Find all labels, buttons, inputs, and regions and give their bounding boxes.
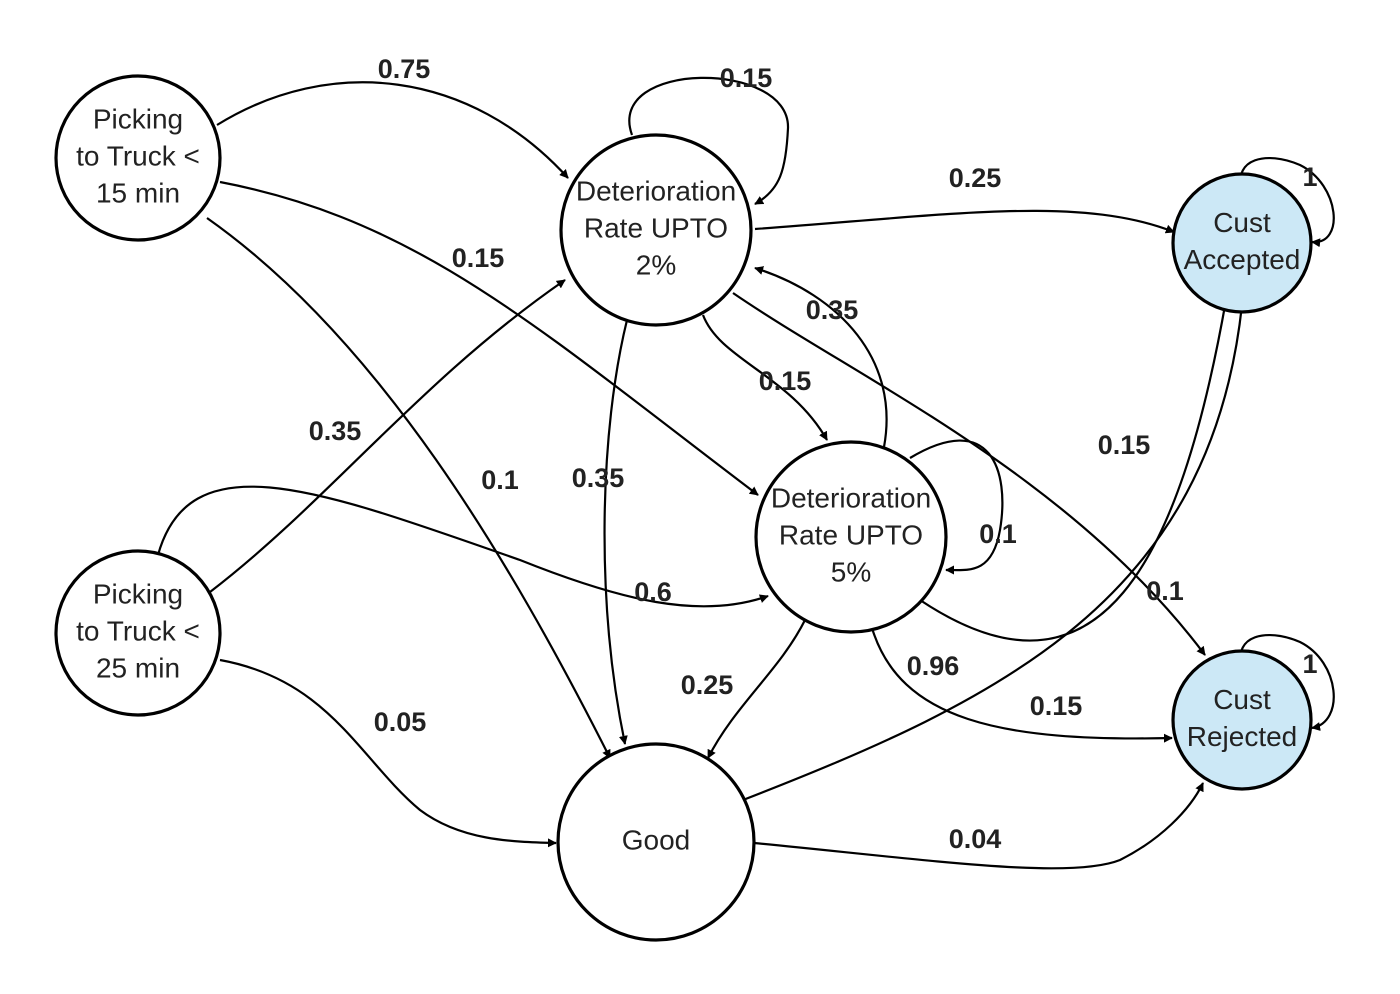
edge-labels-layer: 0.75 0.15 0.1 0.15 0.25 0.15 0.35 0.1 0.35 0.1 0.1… [309, 54, 1318, 854]
edge-good-acc-arrow [742, 304, 1246, 802]
edge-acc-self-arrow [1239, 156, 1335, 248]
node-det2: Deterioration Rate UPTO 2% [559, 133, 753, 327]
node-det2-circle [559, 133, 753, 327]
edge-good-rej-label: 0.04 [949, 824, 1002, 854]
edge-d5-good-arrow [707, 619, 806, 759]
edge-d2-rej-arrow [732, 292, 1206, 656]
edge-p15-good-label: 0.1 [481, 465, 519, 495]
edge-d2-acc-arrow [754, 209, 1175, 234]
edge-d5-self-label: 0.1 [979, 519, 1017, 549]
edge-p25-d5-label: 0.6 [634, 577, 672, 607]
node-pick25-label-line-1: Picking [93, 578, 183, 609]
nodes-layer: Picking to Truck < 15 min Picking to Truck <… [54, 74, 1313, 942]
edge-p15-d5-arrow [219, 180, 759, 496]
node-pick25-circle [54, 549, 222, 717]
edge-d5-rej-arrow [870, 627, 1173, 743]
edge-p15-d5-label: 0.15 [452, 243, 505, 273]
edge-p25-good-arrow [219, 658, 557, 848]
edge-p25-d5-arrow [156, 485, 769, 608]
edge-p15-d2-label: 0.75 [378, 54, 431, 84]
edge-d2-self-label: 0.15 [720, 63, 773, 93]
node-rejected-circle [1171, 649, 1313, 791]
node-pick15-label-line-1: Picking [93, 103, 183, 134]
edges-layer [156, 76, 1335, 870]
edge-d5-self-arrow [909, 439, 1004, 575]
edge-d5-acc-arrow [919, 299, 1230, 642]
node-det5-label-line-2: Rate UPTO [779, 519, 923, 550]
edge-d5-d2-label: 0.35 [806, 295, 859, 325]
edge-d2-good-label: 0.35 [572, 463, 625, 493]
edge-good-rej-arrow [753, 782, 1204, 870]
edge-acc-self-label: 1 [1302, 162, 1317, 192]
edge-d5-good-label: 0.25 [681, 670, 734, 700]
edge-d5-acc-label: 0.15 [1098, 430, 1151, 460]
node-accepted-label-line-2: Accepted [1184, 244, 1301, 275]
node-det2-label-line-3: 2% [636, 249, 676, 280]
node-good-label-line-1: Good [622, 824, 691, 855]
edge-d2-self-arrow [628, 76, 790, 205]
node-pick15: Picking to Truck < 15 min [54, 74, 222, 242]
node-pick15-circle [54, 74, 222, 242]
edge-p25-good-label: 0.05 [374, 707, 427, 737]
edge-p15-d2-arrow [216, 81, 569, 179]
edge-good-acc-label: 0.96 [907, 651, 960, 681]
edge-d2-d5-arrow [701, 314, 828, 441]
node-pick15-label-line-3: 15 min [96, 177, 180, 208]
edge-d2-good-arrow [603, 319, 629, 745]
node-rejected-label-line-2: Rejected [1187, 721, 1298, 752]
node-rejected: Cust Rejected [1171, 649, 1313, 791]
node-pick25-label-line-2: to Truck < [76, 615, 200, 646]
edge-d2-acc-label: 0.25 [949, 163, 1002, 193]
node-accepted: Cust Accepted [1171, 172, 1313, 314]
edge-p25-d2-label: 0.35 [309, 416, 362, 446]
node-det2-label-line-2: Rate UPTO [584, 212, 728, 243]
node-good: Good [556, 742, 756, 942]
node-rejected-label-line-1: Cust [1213, 684, 1271, 715]
node-det5-circle [754, 440, 948, 634]
node-det5: Deterioration Rate UPTO 5% [754, 440, 948, 634]
node-accepted-label-line-1: Cust [1213, 207, 1271, 238]
node-det5-label-line-3: 5% [831, 556, 871, 587]
node-det2-label-line-1: Deterioration [576, 175, 736, 206]
edge-p25-d2-arrow [209, 279, 566, 593]
edge-rej-self-arrow [1239, 633, 1335, 731]
edge-d2-d5-label: 0.15 [759, 366, 812, 396]
node-accepted-circle [1171, 172, 1313, 314]
node-det5-label-line-1: Deterioration [771, 482, 931, 513]
edge-rej-self-label: 1 [1302, 649, 1317, 679]
node-pick15-label-line-2: to Truck < [76, 140, 200, 171]
edge-d5-d2-arrow [754, 266, 888, 448]
edge-p15-good-arrow [206, 217, 611, 759]
node-pick25: Picking to Truck < 25 min [54, 549, 222, 717]
edge-d5-rej-label: 0.15 [1030, 691, 1083, 721]
edge-d2-rej-label: 0.1 [1146, 576, 1184, 606]
node-pick25-label-line-3: 25 min [96, 652, 180, 683]
node-good-circle [556, 742, 756, 942]
